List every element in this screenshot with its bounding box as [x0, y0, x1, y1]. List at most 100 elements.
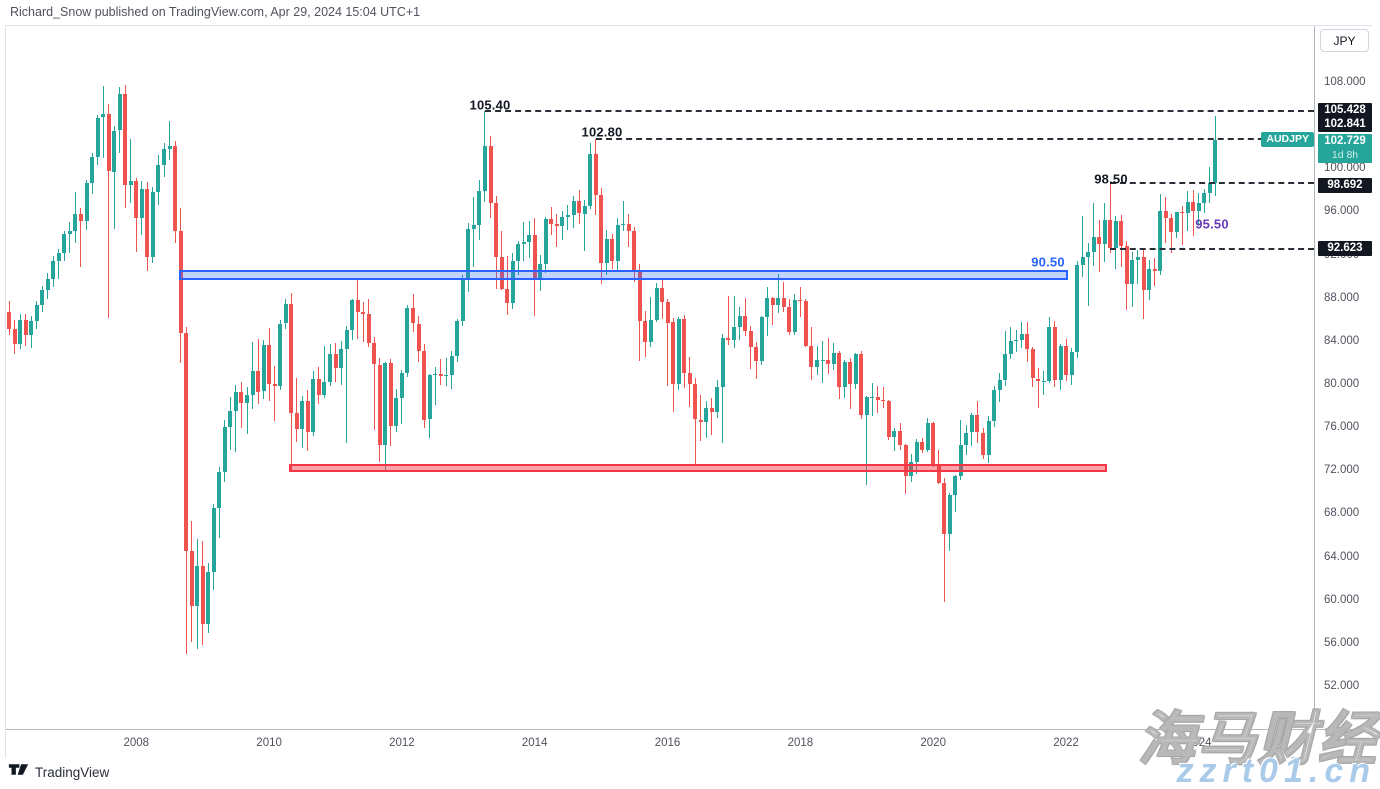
price-ray[interactable] [595, 137, 1314, 140]
candle-body [621, 224, 626, 226]
watermark-url: zzrt01.cn [1176, 752, 1376, 789]
candle-body [383, 363, 388, 446]
candle-body [67, 230, 72, 234]
price-tick-label: 52.000 [1324, 680, 1360, 692]
tradingview-logo-icon[interactable] [8, 763, 29, 781]
candle-body [676, 319, 681, 384]
candle-body [1180, 212, 1185, 214]
candle-body [139, 188, 144, 218]
candle-body [411, 308, 415, 324]
candle-body [1135, 256, 1140, 260]
candle-body [886, 401, 891, 437]
candle-body [1130, 259, 1135, 284]
candle-body [1147, 268, 1151, 291]
candle-wick [567, 204, 569, 230]
candle-body [1202, 193, 1207, 203]
candle-wick [1170, 213, 1172, 254]
price-ray[interactable] [484, 109, 1314, 112]
price-ray[interactable] [1110, 182, 1314, 185]
price-tick-label: 72.000 [1324, 464, 1360, 477]
candle-body [1102, 220, 1107, 244]
candle-body [222, 427, 227, 473]
candle-wick [556, 213, 558, 247]
candle-body [599, 195, 604, 264]
price-level-badge: 92.623 [1318, 241, 1372, 257]
candle-body [958, 445, 963, 476]
candle-body [399, 373, 404, 398]
candle-wick [240, 381, 242, 429]
candle-body [90, 157, 94, 184]
candle-body [798, 299, 803, 301]
candle-wick [58, 249, 60, 280]
tradingview-logo-text[interactable]: TradingView [35, 764, 110, 780]
candle-body [936, 464, 941, 484]
year-tick-label: 2010 [256, 737, 282, 749]
candle-body [986, 420, 991, 456]
candle-body [947, 495, 952, 534]
price-tick-label: 80.000 [1324, 378, 1360, 390]
candle-body [344, 330, 349, 350]
candle-wick [274, 365, 276, 421]
currency-button[interactable]: JPY [1320, 29, 1369, 52]
candle-wick [246, 387, 248, 434]
candle-body [1163, 211, 1168, 218]
candle-wick [694, 377, 696, 466]
candle-wick [1082, 215, 1084, 278]
price-tick-label: 68.000 [1324, 507, 1360, 520]
candle-body [709, 407, 714, 412]
red-support-zone[interactable] [289, 464, 1107, 472]
candle-body [422, 350, 427, 420]
candle-body [920, 442, 925, 450]
candle-body [593, 154, 598, 196]
candle-body [826, 360, 830, 365]
candle-wick [584, 199, 585, 252]
chart-widget: 105.40 102.80 98.50 95.50 90.50 AUDJPY JPY 10… [5, 25, 1373, 759]
price-axis[interactable]: JPY 108.000100.00096.00092.00088.00084.0… [1314, 26, 1373, 729]
candle-body [245, 394, 249, 404]
candle-wick [1181, 206, 1183, 245]
candle-body [78, 213, 83, 222]
candle-body [1124, 245, 1129, 284]
candle-body [588, 154, 593, 206]
candle-body [128, 181, 133, 186]
candle-body [787, 307, 792, 333]
time-axis[interactable]: 2008 2010 2012 2014 2016 2018 2020 2022 2024 [6, 729, 1373, 759]
candle-body [250, 371, 255, 395]
candle-wick [1154, 257, 1155, 286]
candle-body [643, 321, 648, 342]
candle-body [715, 387, 720, 412]
candle-body [720, 337, 725, 388]
candle-body [626, 224, 631, 231]
candle-wick [827, 337, 829, 375]
candle-body [316, 378, 321, 395]
candle-body [792, 299, 797, 333]
candle-body [1047, 326, 1052, 381]
candle-wick [1165, 197, 1167, 243]
blue-resistance-zone[interactable] [178, 269, 1068, 280]
candle-wick [777, 273, 779, 313]
candle-wick [113, 126, 115, 229]
candle-body [433, 374, 438, 376]
candle-wick [1087, 242, 1089, 307]
candle-wick [772, 296, 774, 325]
candle-body [217, 472, 222, 508]
candle-wick [882, 387, 884, 408]
candle-body [23, 320, 28, 336]
candle-wick [445, 358, 447, 386]
price-tick-label: 60.000 [1324, 593, 1360, 606]
candle-body [256, 371, 260, 392]
price-ray[interactable] [1110, 247, 1314, 250]
candle-body [239, 391, 244, 404]
candle-body [815, 360, 819, 367]
current-price-value: 102.729 [1324, 135, 1366, 148]
candlestick-chart[interactable]: 105.40 102.80 98.50 95.50 90.50 AUDJPY [6, 26, 1314, 729]
candle-body [1141, 256, 1146, 291]
candle-body [765, 297, 770, 317]
candle-body [427, 375, 432, 420]
candle-wick [473, 197, 475, 268]
candle-body [228, 410, 233, 428]
candle-body [101, 114, 106, 118]
candle-body [1075, 265, 1080, 352]
candle-body [1019, 334, 1024, 340]
